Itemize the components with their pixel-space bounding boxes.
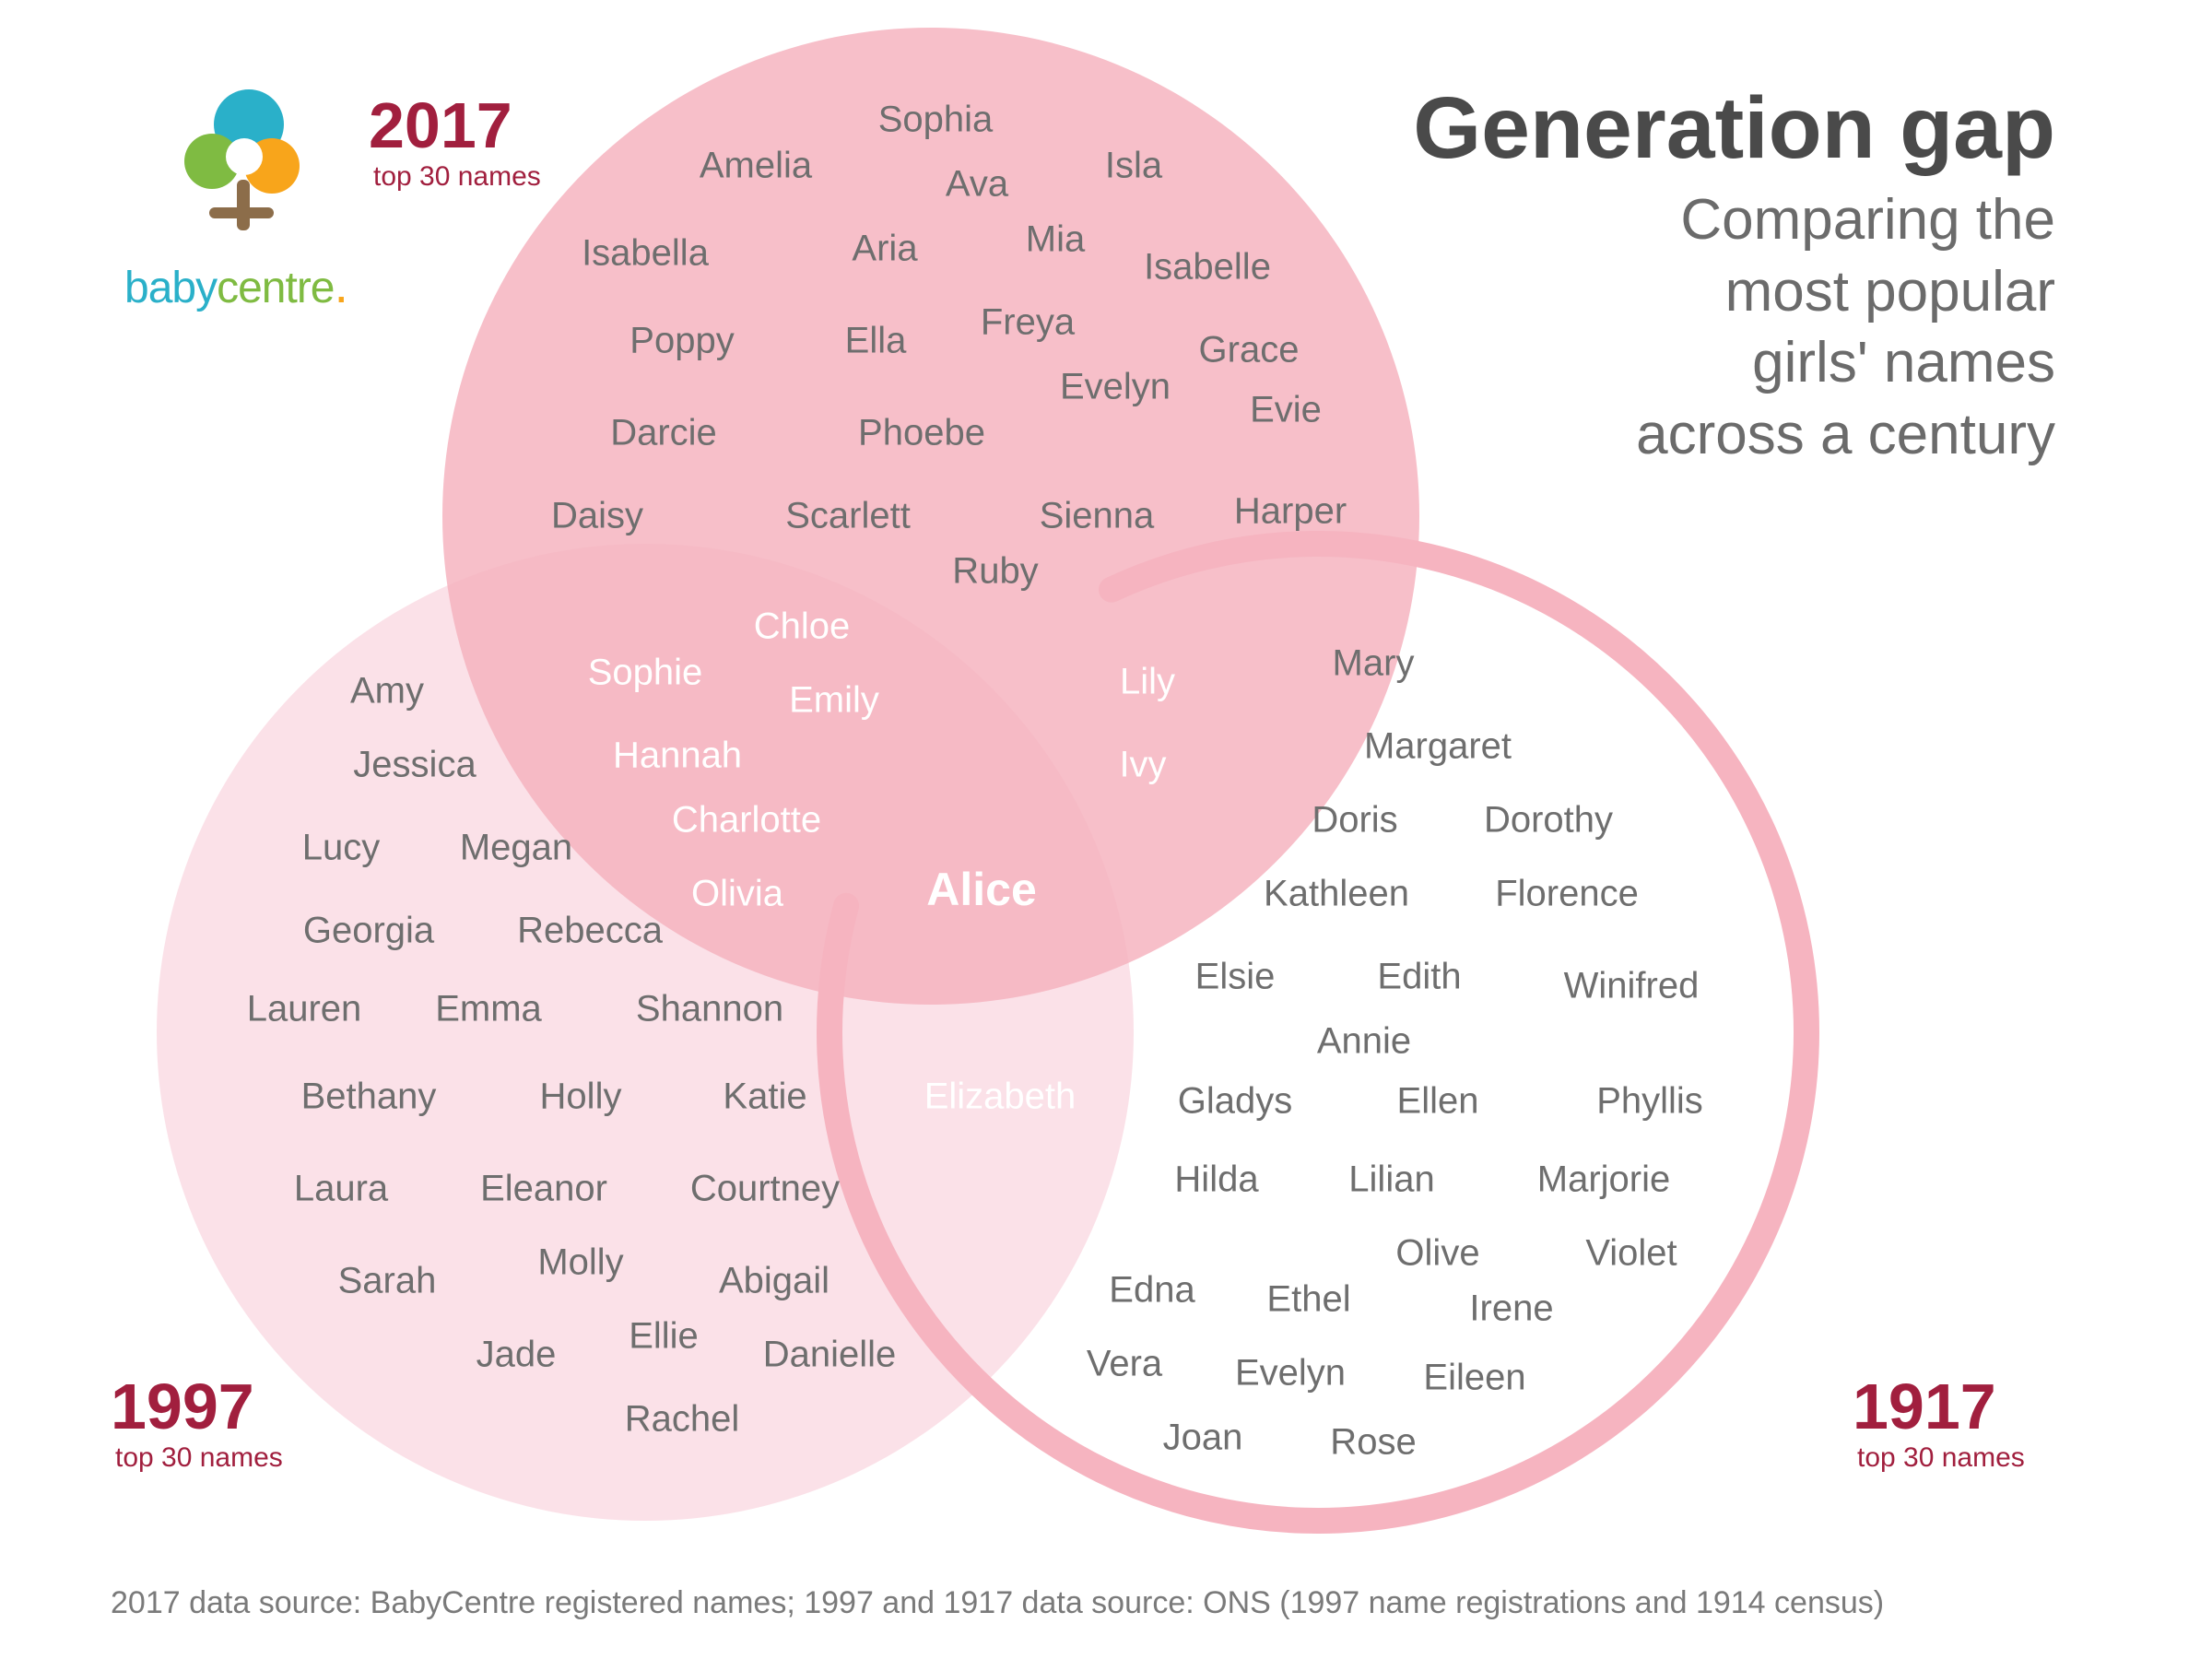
name-label: Sophia: [878, 100, 994, 141]
name-label: Isla: [1105, 146, 1162, 187]
name-label: Holly: [540, 1077, 622, 1118]
name-label: Laura: [294, 1169, 388, 1210]
name-label: Phoebe: [858, 413, 985, 454]
name-label: Hilda: [1174, 1159, 1258, 1201]
name-label: Sarah: [338, 1261, 437, 1302]
name-label: Mia: [1026, 219, 1085, 261]
name-label: Lauren: [247, 989, 362, 1030]
name-label: Darcie: [610, 413, 717, 454]
year-1917-sub: top 30 names: [1857, 1442, 2025, 1474]
name-label: Winifred: [1564, 966, 1700, 1007]
name-label: Amelia: [700, 146, 812, 187]
name-label: Danielle: [763, 1335, 897, 1376]
name-label: Shannon: [636, 989, 783, 1030]
name-label: Rachel: [625, 1399, 740, 1441]
name-label: Lucy: [302, 828, 381, 869]
name-label: Grace: [1199, 330, 1300, 371]
name-label: Elsie: [1195, 957, 1276, 998]
name-label: Florence: [1495, 874, 1639, 915]
name-label: Isabella: [582, 233, 709, 275]
name-label: Eileen: [1423, 1358, 1525, 1399]
name-label: Vera: [1087, 1344, 1162, 1385]
name-label: Joan: [1163, 1418, 1243, 1459]
name-label: Chloe: [754, 606, 851, 648]
name-label: Dorothy: [1484, 800, 1613, 841]
name-label: Courtney: [690, 1169, 840, 1210]
name-label: Kathleen: [1264, 874, 1409, 915]
venn-diagram-canvas: babycentre. Generation gap Comparing the…: [0, 0, 2212, 1659]
name-label: Daisy: [551, 496, 643, 537]
name-label: Sophie: [588, 653, 703, 694]
name-label: Molly: [537, 1242, 623, 1284]
name-label: Evelyn: [1060, 367, 1171, 408]
name-label: Ethel: [1266, 1279, 1350, 1321]
name-label: Ivy: [1119, 745, 1166, 786]
name-label: Lilian: [1348, 1159, 1434, 1201]
name-label: Ellen: [1397, 1081, 1479, 1123]
name-label: Marjorie: [1537, 1159, 1670, 1201]
name-label: Margaret: [1364, 726, 1512, 768]
name-label: Ava: [946, 164, 1008, 206]
name-label: Edna: [1109, 1270, 1194, 1312]
name-label: Elizabeth: [924, 1077, 1077, 1118]
name-label: Aria: [852, 229, 917, 270]
name-label: Bethany: [301, 1077, 437, 1118]
name-label: Georgia: [303, 911, 434, 952]
name-label: Rebecca: [517, 911, 663, 952]
name-label: Irene: [1469, 1288, 1553, 1330]
name-label: Lily: [1120, 662, 1175, 703]
name-label: Scarlett: [785, 496, 911, 537]
name-label: Charlotte: [672, 800, 821, 841]
name-label: Harper: [1234, 491, 1347, 533]
name-label: Katie: [723, 1077, 806, 1118]
name-label: Emily: [789, 680, 879, 722]
name-label: Abigail: [719, 1261, 830, 1302]
name-label: Isabelle: [1144, 247, 1271, 288]
name-label: Olive: [1395, 1233, 1479, 1275]
name-label: Phyllis: [1596, 1081, 1703, 1123]
name-label: Eleanor: [480, 1169, 607, 1210]
year-2017-sub: top 30 names: [373, 161, 541, 193]
name-label: Doris: [1312, 800, 1397, 841]
name-label: Alice: [926, 863, 1037, 916]
name-label: Evelyn: [1235, 1353, 1346, 1394]
year-1997-label: 1997: [111, 1378, 254, 1436]
name-label: Jessica: [353, 745, 476, 786]
name-label: Emma: [435, 989, 542, 1030]
name-label: Ellie: [629, 1316, 699, 1358]
name-label: Annie: [1317, 1021, 1411, 1063]
name-label: Edith: [1377, 957, 1461, 998]
name-label: Megan: [460, 828, 572, 869]
name-label: Evie: [1250, 390, 1322, 431]
name-label: Jade: [477, 1335, 557, 1376]
name-label: Rose: [1330, 1422, 1416, 1464]
name-label: Sienna: [1040, 496, 1155, 537]
name-label: Mary: [1333, 643, 1415, 685]
year-1917-label: 1917: [1853, 1378, 1996, 1436]
name-label: Freya: [981, 302, 1075, 344]
name-label: Amy: [350, 671, 424, 712]
year-1997-sub: top 30 names: [115, 1442, 283, 1474]
name-label: Hannah: [613, 735, 742, 777]
name-label: Ella: [845, 321, 907, 362]
name-label: Poppy: [629, 321, 734, 362]
name-label: Gladys: [1178, 1081, 1293, 1123]
name-label: Olivia: [691, 874, 783, 915]
data-source-footnote: 2017 data source: BabyCentre registered …: [111, 1585, 1884, 1621]
year-2017-label: 2017: [369, 97, 512, 155]
name-label: Violet: [1585, 1233, 1677, 1275]
name-label: Ruby: [952, 551, 1038, 593]
